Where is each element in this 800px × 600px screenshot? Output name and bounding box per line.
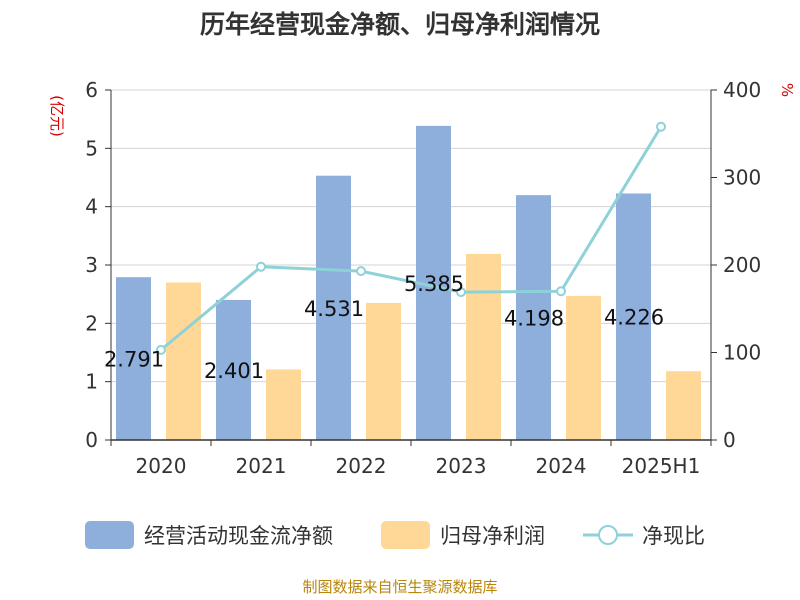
legend-label-net-profit: 归母净利润	[440, 524, 545, 548]
category-label: 2025H1	[622, 454, 701, 478]
right-tick-label: 100	[723, 341, 761, 365]
cash-flow-value-label: 5.385	[404, 272, 464, 296]
bar-operating-cash-flow	[216, 299, 251, 440]
bar-operating-cash-flow	[316, 175, 351, 441]
category-label: 2022	[336, 454, 387, 478]
cash-flow-value-label: 4.226	[604, 306, 664, 330]
bar-operating-cash-flow	[616, 193, 651, 440]
ratio-point	[556, 286, 566, 297]
category-label: 2021	[236, 454, 287, 478]
right-tick-label: 0	[723, 428, 736, 452]
category-label: 2024	[536, 454, 587, 478]
ratio-line	[160, 125, 663, 352]
axes: 0 1 2 3 4 5 6 0 100 200 300 400 2020 2021 2022 2023 2024…	[85, 78, 761, 478]
bar-net-profit	[466, 253, 501, 440]
legend: 经营活动现金流净额 归母净利润 净现比	[85, 521, 705, 549]
left-axis-unit: (亿元)	[48, 95, 66, 137]
ratio-point	[356, 266, 366, 277]
bar-net-profit	[266, 369, 301, 440]
left-tick-label: 6	[85, 78, 98, 102]
chart-title: 历年经营现金净额、归母净利润情况	[200, 10, 600, 39]
cash-flow-value-label: 4.198	[504, 307, 564, 331]
cash-flow-value-label: 2.791	[104, 348, 164, 372]
ratio-point	[156, 344, 166, 355]
right-tick-label: 400	[723, 78, 761, 102]
bar-net-profit	[166, 282, 201, 440]
bar-net-profit	[666, 371, 701, 440]
cash-flow-value-label: 4.531	[304, 297, 364, 321]
cash-flow-value-label: 2.401	[204, 359, 264, 383]
bar-operating-cash-flow	[516, 195, 551, 440]
ratio-point	[456, 287, 466, 298]
left-tick-label: 1	[85, 370, 98, 394]
legend-label-ratio: 净现比	[642, 524, 705, 548]
ratio-point	[256, 261, 266, 272]
right-tick-label: 300	[723, 166, 761, 190]
data-labels: 2.791 2.401 4.531 5.385 4.198 4.226	[104, 272, 664, 383]
left-tick-label: 0	[85, 428, 98, 452]
left-tick-label: 2	[85, 311, 98, 335]
grid	[111, 89, 711, 383]
bar-net-profit	[366, 302, 401, 440]
left-tick-label: 3	[85, 253, 98, 277]
right-tick-label: 200	[723, 253, 761, 277]
bar-net-profit	[566, 295, 601, 440]
legend-swatch-operating-cash-flow	[85, 521, 134, 549]
ratio-line-series	[156, 121, 666, 355]
legend-label-operating-cash-flow: 经营活动现金流净额	[144, 524, 333, 548]
legend-swatch-net-profit	[381, 521, 430, 549]
legend-marker-ratio	[598, 525, 618, 545]
left-tick-label: 5	[85, 136, 98, 160]
bar-operating-cash-flow	[116, 277, 151, 440]
category-label: 2020	[136, 454, 187, 478]
ratio-point	[656, 121, 666, 132]
source-note: 制图数据来自恒生聚源数据库	[302, 578, 497, 596]
right-axis-unit: %	[778, 83, 796, 97]
left-tick-label: 4	[85, 195, 98, 219]
category-label: 2023	[436, 454, 487, 478]
